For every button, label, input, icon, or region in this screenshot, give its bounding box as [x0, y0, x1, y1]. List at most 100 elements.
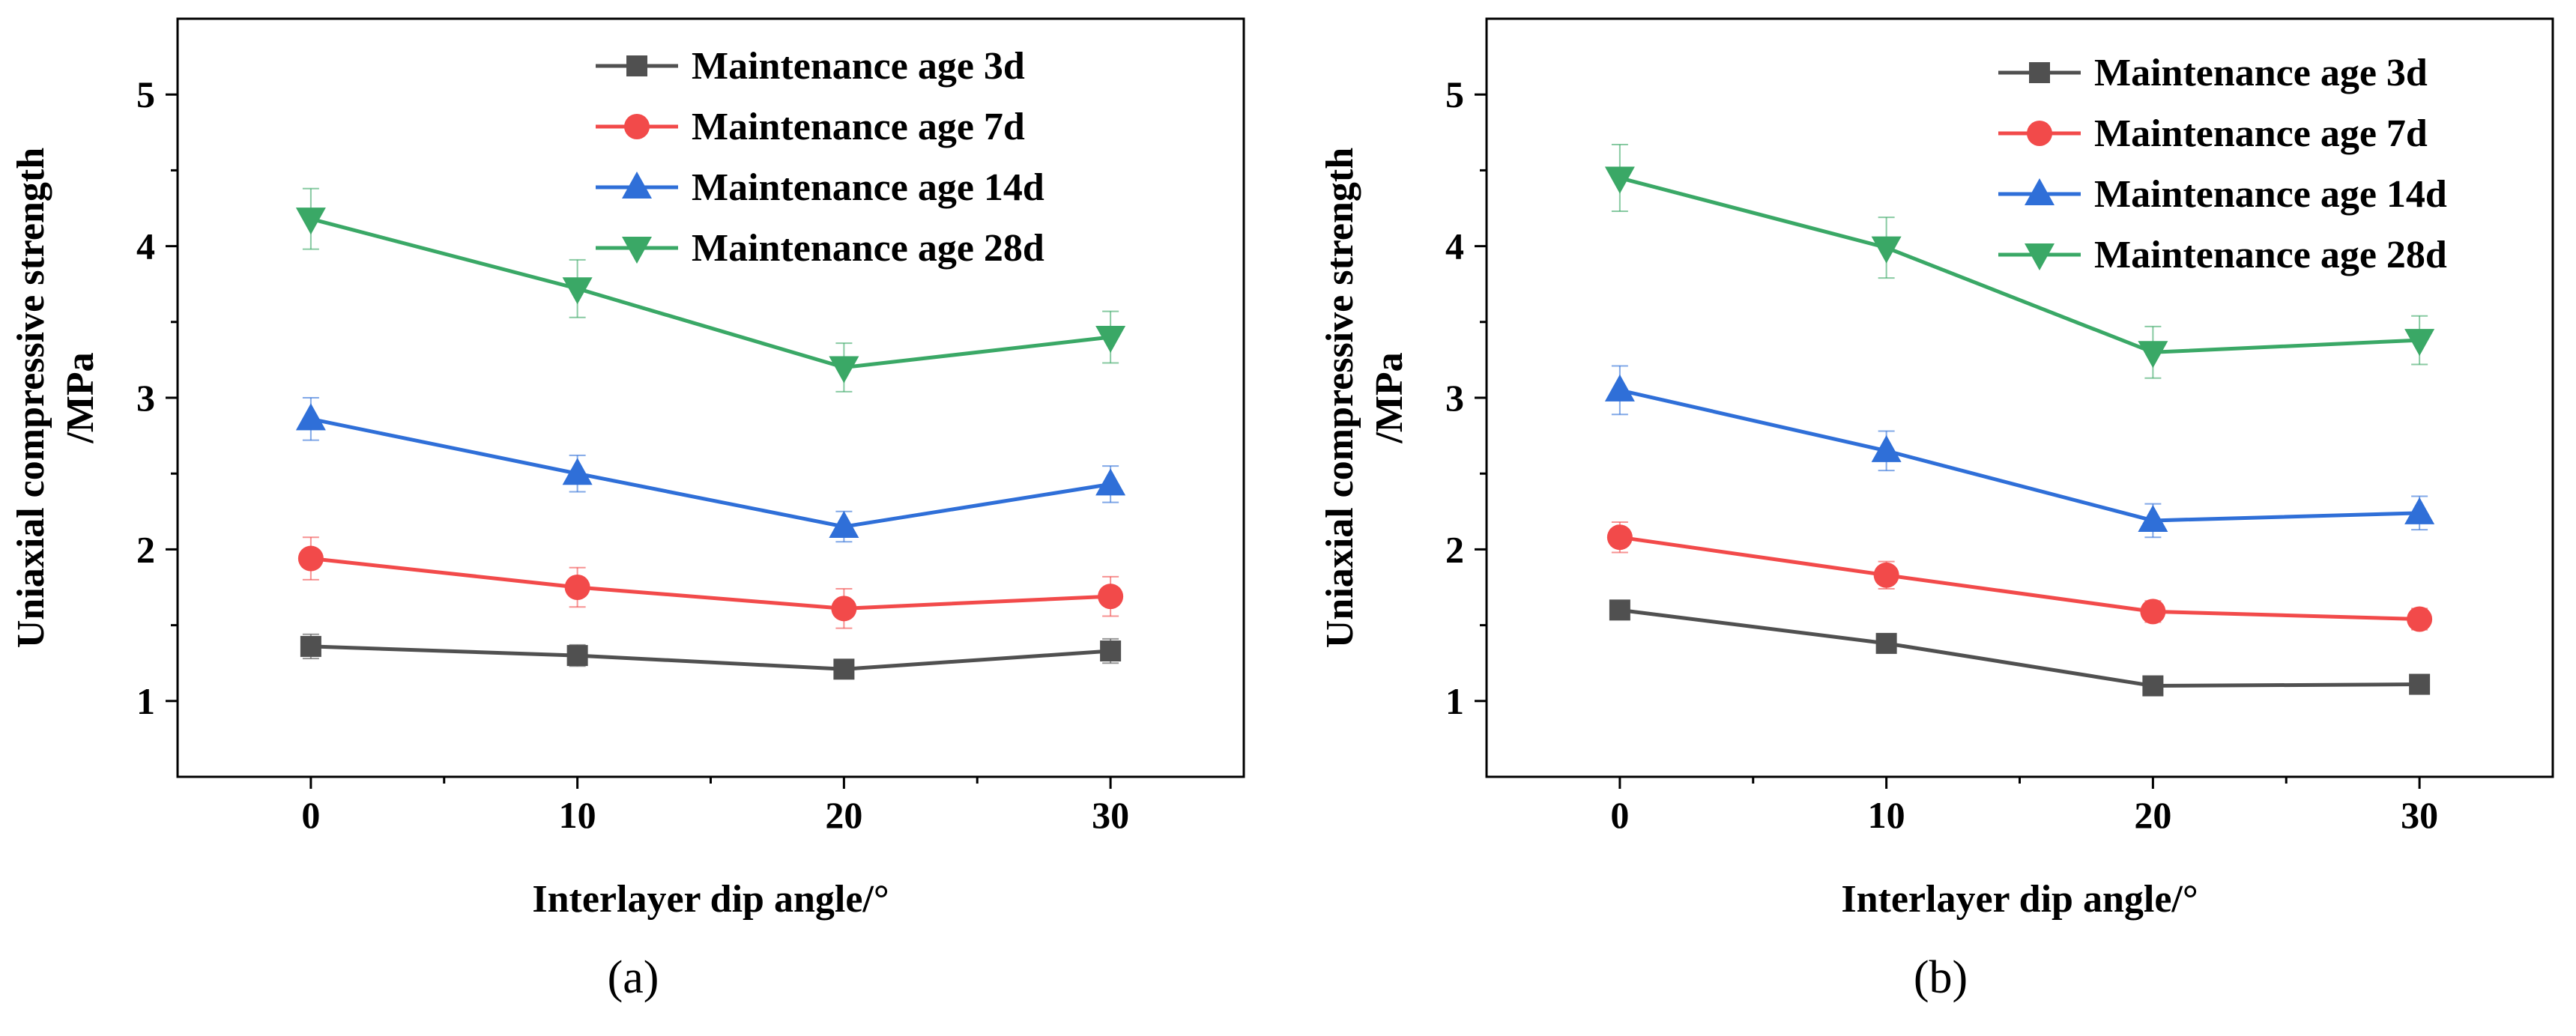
- y-axis-title: Uniaxial compressive strength: [10, 148, 52, 648]
- panel-label-b: (b): [1914, 952, 1968, 1003]
- y-axis-title: Uniaxial compressive strength: [1319, 148, 1361, 648]
- series-3: [1604, 365, 2435, 539]
- legend-marker: [2029, 62, 2050, 83]
- legend-marker: [622, 237, 652, 264]
- x-tick-label: 0: [1610, 794, 1629, 836]
- legend-label: Maintenance age 14d: [2094, 173, 2447, 216]
- data-point: [1095, 468, 1126, 496]
- y-tick-label: 2: [136, 528, 155, 570]
- series-line: [1619, 608, 2420, 688]
- y-axis-unit: /MPa: [1368, 352, 1411, 443]
- series-line: [1619, 176, 2420, 354]
- y-tick-label: 5: [136, 73, 155, 115]
- series-4: [1604, 143, 2435, 379]
- data-point: [2404, 497, 2435, 524]
- data-point: [1871, 434, 1902, 462]
- legend-entry: Maintenance age 14d: [596, 166, 1044, 209]
- data-point: [2407, 606, 2433, 632]
- x-axis-title: Interlayer dip angle/°: [532, 878, 889, 921]
- legend-entry: Maintenance age 28d: [596, 227, 1044, 270]
- data-point: [831, 596, 857, 622]
- legend-label: Maintenance age 28d: [2094, 234, 2447, 276]
- y-axis-unit: /MPa: [59, 352, 102, 443]
- panel-label-a: (a): [608, 952, 659, 1003]
- data-point: [2138, 504, 2168, 532]
- data-point: [1604, 166, 1635, 194]
- legend-label: Maintenance age 3d: [692, 45, 1025, 88]
- legend-marker: [624, 114, 650, 139]
- data-point: [1873, 562, 1899, 588]
- data-point: [562, 458, 593, 485]
- data-point: [1606, 524, 1633, 551]
- y-tick-label: 1: [136, 680, 155, 722]
- data-point: [295, 207, 326, 235]
- data-point: [2409, 673, 2431, 695]
- y-tick-label: 4: [1445, 225, 1464, 267]
- data-point: [564, 575, 590, 600]
- legend-entry: Maintenance age 7d: [596, 106, 1025, 148]
- data-point: [562, 277, 593, 305]
- legend-marker: [622, 172, 652, 199]
- legend-entry: Maintenance age 3d: [1998, 52, 2428, 94]
- x-axis-title: Interlayer dip angle/°: [1841, 878, 2198, 921]
- data-point: [300, 635, 321, 657]
- y-tick-label: 5: [1445, 73, 1464, 115]
- data-point: [2142, 675, 2164, 697]
- y-tick-label: 1: [1445, 680, 1464, 722]
- series-line: [1619, 535, 2420, 622]
- legend-entry: Maintenance age 28d: [1998, 234, 2447, 276]
- data-point: [295, 403, 326, 431]
- series-line: [310, 644, 1111, 671]
- legend-label: Maintenance age 14d: [692, 166, 1044, 209]
- x-tick-label: 10: [1868, 794, 1905, 836]
- series-3: [295, 397, 1126, 543]
- legend-label: Maintenance age 7d: [692, 106, 1025, 148]
- y-tick-label: 2: [1445, 528, 1464, 570]
- data-point: [1095, 326, 1126, 354]
- series-line: [310, 216, 1111, 370]
- y-tick-label: 4: [136, 225, 155, 267]
- data-point: [1098, 584, 1124, 610]
- legend-entry: Maintenance age 7d: [1998, 112, 2428, 155]
- y-tick-label: 3: [1445, 377, 1464, 419]
- x-tick-label: 20: [2134, 794, 2171, 836]
- series-2: [1606, 521, 2433, 632]
- series-line: [1619, 388, 2420, 523]
- data-point: [833, 658, 855, 680]
- series-4: [295, 187, 1126, 393]
- legend-label: Maintenance age 28d: [692, 227, 1044, 270]
- legend-marker: [2025, 178, 2055, 205]
- data-point: [2404, 329, 2435, 357]
- data-point: [2138, 341, 2168, 369]
- legend-marker: [2025, 243, 2055, 270]
- data-point: [1609, 599, 1630, 621]
- x-tick-label: 10: [559, 794, 596, 836]
- x-tick-label: 20: [825, 794, 862, 836]
- legend-marker: [626, 55, 647, 76]
- data-point: [1604, 374, 1635, 402]
- data-point: [1871, 236, 1902, 264]
- x-tick-label: 30: [1092, 794, 1129, 836]
- series-2: [297, 536, 1124, 629]
- legend-label: Maintenance age 3d: [2094, 52, 2428, 94]
- data-point: [829, 356, 859, 384]
- legend-marker: [2027, 121, 2052, 146]
- x-tick-label: 0: [301, 794, 320, 836]
- data-point: [2140, 599, 2166, 625]
- chart-panel-a: 1 2 3 4 5 0 10 20 30 Interlayer dip angle/° Uniaxi…: [10, 17, 1245, 921]
- x-tick-label: 30: [2401, 794, 2438, 836]
- y-tick-label: 3: [136, 377, 155, 419]
- series-line: [310, 416, 1111, 529]
- data-point: [1875, 632, 1897, 654]
- legend-label: Maintenance age 7d: [2094, 112, 2428, 155]
- series-line: [310, 557, 1111, 611]
- chart-panel-b: 1 2 3 4 5 0 10 20 30 Interlayer dip angle/° Uniaxi…: [1319, 17, 2554, 921]
- series-1: [300, 633, 1122, 680]
- data-point: [829, 511, 859, 539]
- data-point: [566, 645, 588, 667]
- series-1: [1609, 599, 2431, 697]
- legend-entry: Maintenance age 3d: [596, 45, 1025, 88]
- data-point: [1100, 640, 1122, 662]
- legend-entry: Maintenance age 14d: [1998, 173, 2447, 216]
